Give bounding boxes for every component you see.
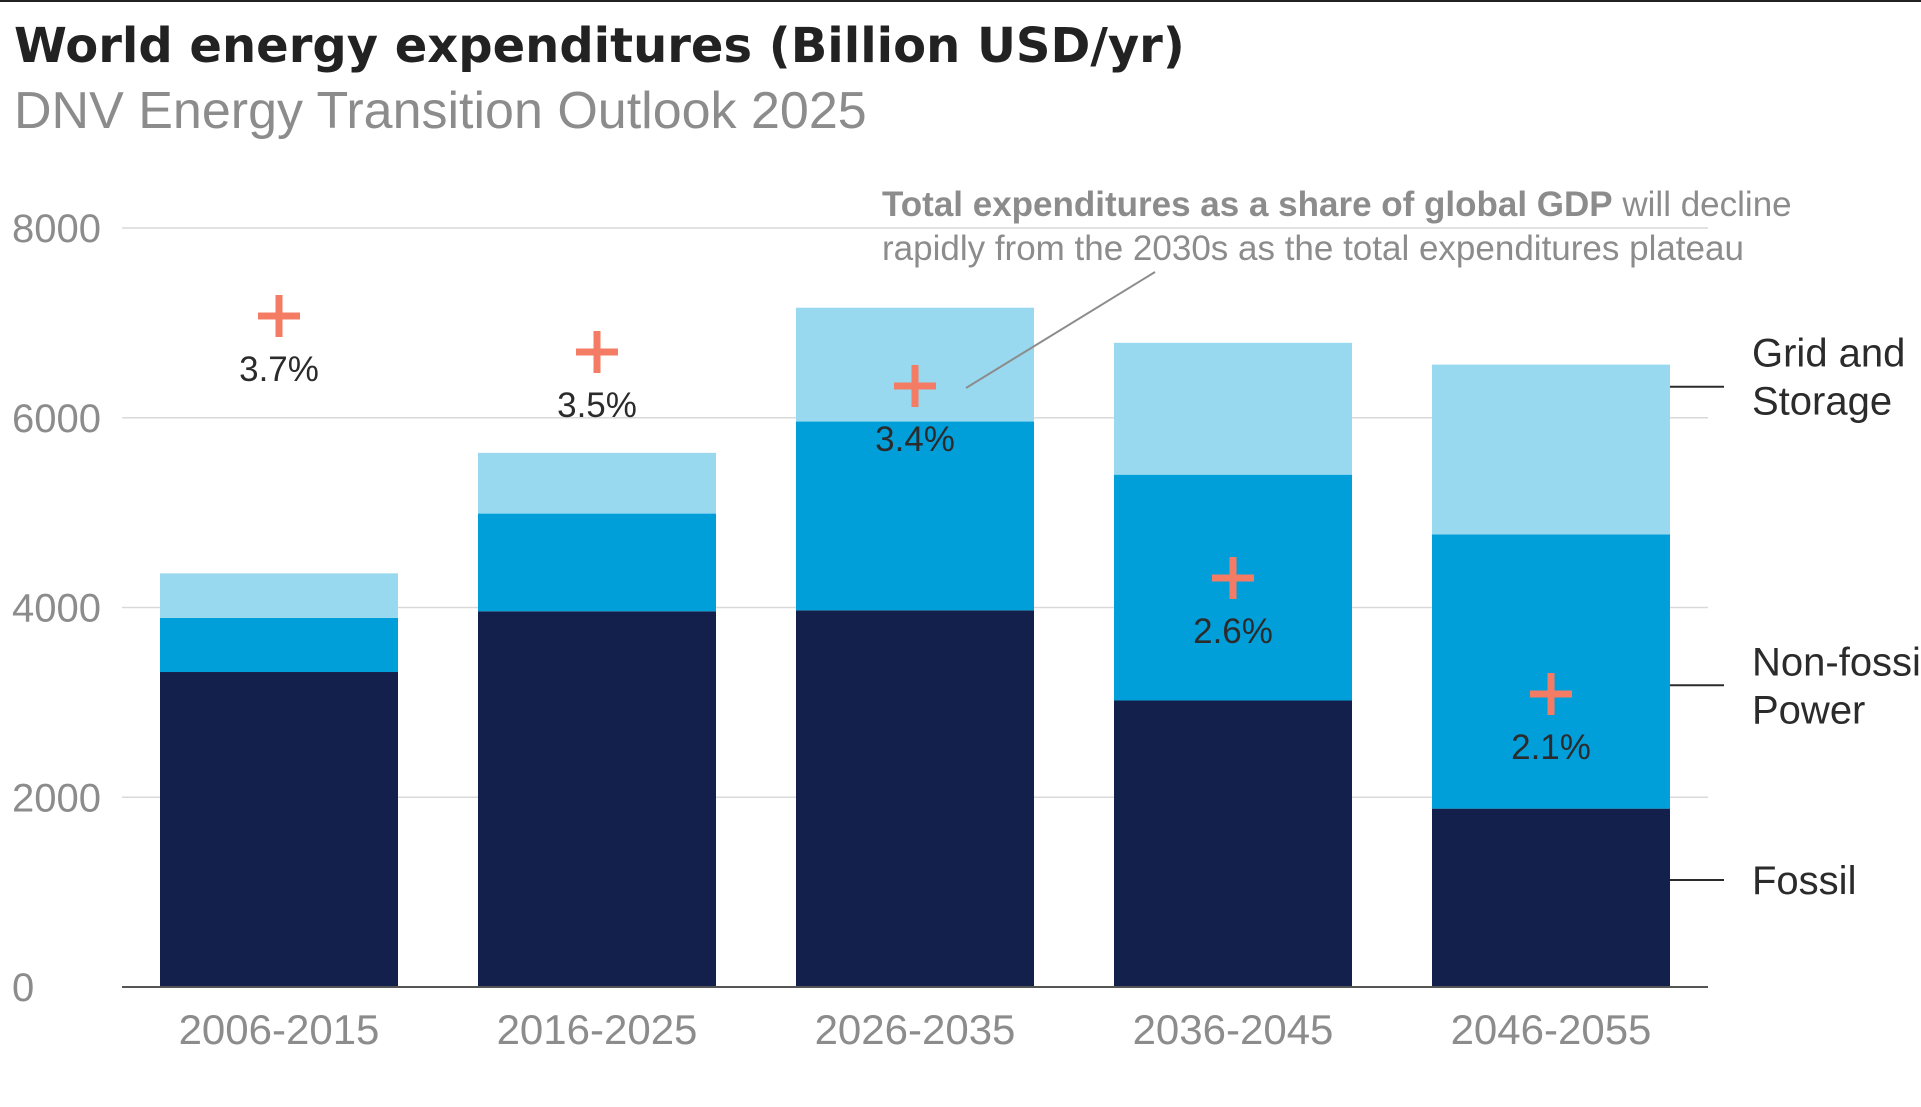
- gdp-share-marker: [894, 365, 936, 407]
- x-tick-label: 2016-2025: [497, 1006, 698, 1053]
- annotation: Total expenditures as a share of global …: [882, 185, 1792, 389]
- bars: [160, 307, 1670, 987]
- y-tick-label: 8000: [12, 207, 101, 251]
- x-tick-label: 2046-2055: [1451, 1006, 1652, 1053]
- bar-segment-non-fossil-power: [1432, 534, 1670, 809]
- legend-label-line: Fossil: [1752, 859, 1856, 903]
- gdp-share-label: 2.1%: [1511, 728, 1591, 767]
- legend-label-line: Non-fossil: [1752, 640, 1921, 684]
- bar-segment-non-fossil-power: [796, 421, 1034, 611]
- bar-segment-grid-and-storage: [478, 452, 716, 514]
- axes: 0 2000 4000 6000 8000 2006-2015 2016-2025 2026-…: [12, 207, 1708, 1053]
- gdp-share-markers: 3.7% 3.5% 3.4% 2.6% 2.1%: [239, 295, 1591, 767]
- bar-segment-fossil: [1432, 808, 1670, 987]
- gdp-share-marker: [1212, 557, 1254, 599]
- y-tick-label: 0: [12, 966, 34, 1010]
- bar-segment-non-fossil-power: [160, 617, 398, 673]
- legend-label: Fossil: [1752, 859, 1856, 903]
- gdp-share-label: 3.4%: [875, 420, 955, 459]
- annotation-rest-text: will decline: [1613, 185, 1792, 224]
- legend-label: Grid and Storage: [1752, 332, 1905, 424]
- gdp-share-label: 3.5%: [557, 386, 637, 425]
- gdp-share-label: 3.7%: [239, 350, 319, 389]
- x-tick-label: 2006-2015: [179, 1006, 380, 1053]
- bar-segment-fossil: [160, 672, 398, 987]
- bar-segment-grid-and-storage: [160, 573, 398, 618]
- bar-segment-fossil: [1114, 700, 1352, 987]
- gdp-share-marker: [1530, 673, 1572, 715]
- annotation-line-1: Total expenditures as a share of global …: [882, 185, 1792, 224]
- bar-segment-grid-and-storage: [1432, 364, 1670, 535]
- legend-label-line: Grid and: [1752, 332, 1905, 376]
- y-tick-label: 6000: [12, 397, 101, 441]
- y-tick-label: 2000: [12, 776, 101, 820]
- annotation-pointer: [965, 271, 1156, 389]
- y-tick-label: 4000: [12, 587, 101, 631]
- x-tick-label: 2026-2035: [815, 1006, 1016, 1053]
- bar-segment-fossil: [478, 611, 716, 987]
- legend: Fossil Non-fossil Power Grid and Storage: [1670, 332, 1921, 903]
- gdp-share-marker: [258, 295, 300, 337]
- annotation-bold-text: Total expenditures as a share of global …: [882, 185, 1613, 224]
- legend-label-line: Storage: [1752, 380, 1892, 424]
- gdp-share-label: 2.6%: [1193, 612, 1273, 651]
- bar-segment-fossil: [796, 610, 1034, 987]
- bar-segment-grid-and-storage: [1114, 342, 1352, 475]
- legend-label: Non-fossil Power: [1752, 640, 1921, 732]
- x-tick-label: 2036-2045: [1133, 1006, 1334, 1053]
- gdp-share-marker: [576, 331, 618, 373]
- annotation-line-2: rapidly from the 2030s as the total expe…: [882, 229, 1744, 268]
- chart-title: World energy expenditures (Billion USD/y…: [14, 18, 1185, 74]
- chart-subtitle: DNV Energy Transition Outlook 2025: [14, 82, 867, 140]
- legend-label-line: Power: [1752, 688, 1865, 732]
- bar-segment-non-fossil-power: [478, 513, 716, 612]
